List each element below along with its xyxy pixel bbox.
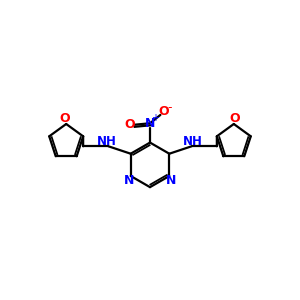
Text: NH: NH	[97, 135, 117, 148]
Text: N: N	[124, 174, 134, 187]
Text: NH: NH	[183, 135, 203, 148]
Text: O: O	[230, 112, 240, 125]
Text: -: -	[168, 101, 172, 114]
Text: O: O	[158, 106, 169, 118]
Text: +: +	[151, 113, 159, 123]
Text: O: O	[60, 112, 70, 125]
Text: N: N	[145, 117, 155, 130]
Text: N: N	[166, 174, 176, 187]
Text: O: O	[124, 118, 134, 130]
